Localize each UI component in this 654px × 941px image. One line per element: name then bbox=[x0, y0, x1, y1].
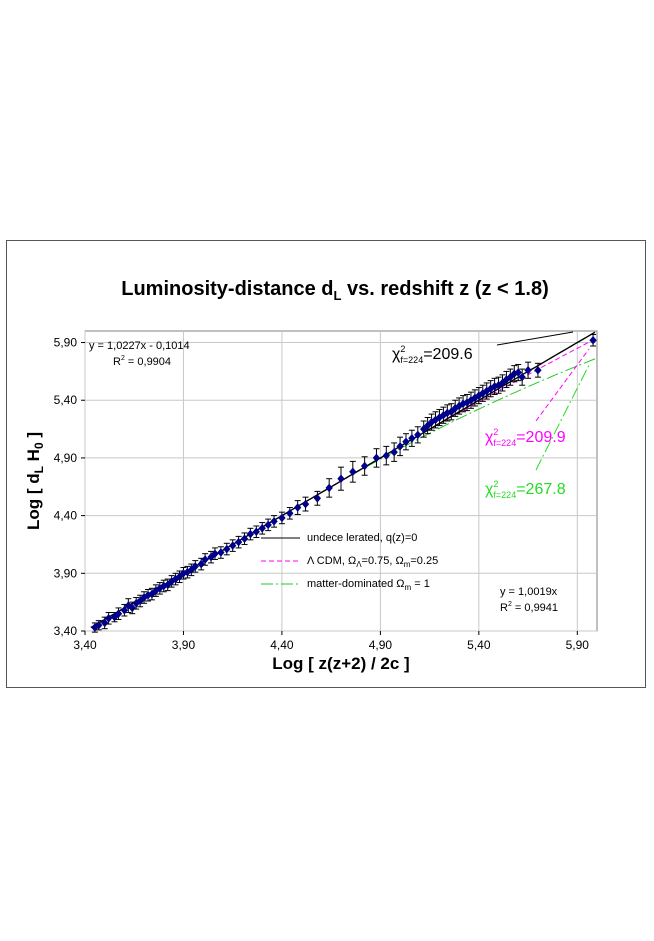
data-point bbox=[337, 474, 345, 483]
x-axis-label: Log [ z(z+2) / 2c ] bbox=[272, 654, 409, 673]
curve-matter-dominated bbox=[90, 358, 596, 628]
data-point bbox=[325, 483, 333, 493]
x-tick-label: 3,90 bbox=[172, 638, 196, 652]
legend-label-matter: matter-dominated Ωm = 1 bbox=[307, 578, 430, 592]
data-point bbox=[95, 620, 103, 630]
data-point bbox=[197, 559, 205, 569]
chi-label-undecelerated: χ2 f=224=209.6 bbox=[392, 344, 473, 365]
x-tick-label: 3,40 bbox=[73, 638, 97, 652]
data-point bbox=[423, 421, 432, 430]
chart-frame: Luminosity-distance dL vs. redshift z (z… bbox=[6, 240, 646, 688]
data-point bbox=[191, 562, 199, 571]
data-point bbox=[234, 537, 243, 547]
data-point bbox=[382, 451, 390, 460]
data-point bbox=[187, 565, 195, 575]
x-tick-label: 5,90 bbox=[566, 638, 590, 652]
data-point bbox=[264, 520, 272, 530]
data-point bbox=[396, 442, 404, 451]
data-point bbox=[294, 503, 302, 512]
data-point bbox=[313, 494, 322, 503]
data-point bbox=[252, 527, 260, 537]
data-point bbox=[524, 365, 532, 375]
data-point bbox=[246, 529, 255, 539]
y-tick-label: 4,40 bbox=[54, 509, 78, 523]
x-tick-label: 5,40 bbox=[467, 638, 491, 652]
data-point bbox=[104, 614, 113, 623]
y-axis-label: Log [ dL H0 ] bbox=[24, 432, 46, 530]
chi-label-undecelerated-leader bbox=[496, 331, 574, 346]
data-point bbox=[390, 447, 398, 457]
y-tick-label: 3,90 bbox=[54, 566, 78, 580]
data-point bbox=[514, 368, 522, 377]
data-point bbox=[258, 524, 266, 533]
data-point bbox=[349, 467, 357, 477]
chi-label-lcdm: χ2 f=224=209.9 bbox=[485, 427, 566, 448]
data-point bbox=[101, 618, 109, 628]
x-axis-ticks: 3,40 3,90 4,40 4,90 5,40 5,90 bbox=[73, 631, 589, 652]
data-point bbox=[360, 461, 369, 471]
data-point bbox=[240, 534, 249, 543]
x-tick-label: 4,40 bbox=[270, 638, 294, 652]
data-point bbox=[223, 544, 231, 554]
data-point bbox=[114, 609, 123, 618]
data-point bbox=[498, 378, 507, 388]
y-tick-label: 3,40 bbox=[54, 624, 78, 638]
data-point bbox=[402, 437, 410, 447]
title-subscript: L bbox=[334, 288, 342, 303]
data-point bbox=[229, 541, 237, 550]
data-point bbox=[420, 424, 428, 434]
data-point bbox=[201, 555, 209, 564]
data-points bbox=[91, 333, 597, 633]
data-point bbox=[589, 335, 597, 345]
fit-right-r2: R2 = 0,9941 bbox=[500, 601, 558, 614]
data-point bbox=[372, 453, 381, 463]
legend-label-lcdm: Λ CDM, ΩΛ=0.75, Ωm=0.25 bbox=[307, 555, 438, 569]
data-point bbox=[408, 434, 416, 443]
data-point bbox=[120, 605, 129, 615]
data-point bbox=[136, 596, 144, 606]
data-point bbox=[278, 513, 286, 523]
chart-svg: Luminosity-distance dL vs. redshift z (z… bbox=[24, 278, 598, 673]
data-point bbox=[286, 509, 294, 518]
data-point bbox=[534, 365, 542, 375]
data-point bbox=[506, 372, 515, 382]
data-point bbox=[207, 552, 215, 562]
data-point bbox=[128, 603, 136, 613]
data-point bbox=[217, 548, 225, 557]
x-tick-label: 4,90 bbox=[369, 638, 393, 652]
data-point bbox=[301, 499, 310, 509]
y-tick-label: 4,90 bbox=[54, 451, 78, 465]
fit-left-equation: y = 1,0227x - 0,1014 bbox=[89, 340, 190, 352]
data-point bbox=[270, 517, 278, 526]
data-point bbox=[414, 430, 422, 440]
fit-right-equation: y = 1,0019x bbox=[500, 586, 558, 598]
data-point bbox=[211, 549, 219, 558]
legend: undece lerated, q(z)=0 Λ CDM, ΩΛ=0.75, Ω… bbox=[261, 532, 438, 592]
y-tick-label: 5,90 bbox=[54, 336, 78, 350]
data-point bbox=[447, 407, 455, 417]
grid-lines bbox=[84, 331, 597, 632]
data-point bbox=[164, 580, 172, 590]
data-point bbox=[518, 372, 526, 382]
legend-label-undecelerated: undece lerated, q(z)=0 bbox=[307, 532, 417, 544]
data-point bbox=[148, 589, 156, 599]
chi-label-lcdm-leader bbox=[535, 348, 590, 422]
y-tick-label: 5,40 bbox=[54, 393, 78, 407]
fit-left-r2: R2 = 0,9904 bbox=[113, 355, 171, 368]
data-point bbox=[110, 612, 119, 622]
data-point bbox=[175, 572, 184, 582]
y-axis-ticks: 3,40 3,90 4,40 4,90 5,40 5,90 bbox=[54, 336, 85, 638]
chi-label-matter: χ2 f=224=267.8 bbox=[485, 479, 566, 500]
chart-title: Luminosity-distance dL vs. redshift z (z… bbox=[121, 278, 549, 303]
